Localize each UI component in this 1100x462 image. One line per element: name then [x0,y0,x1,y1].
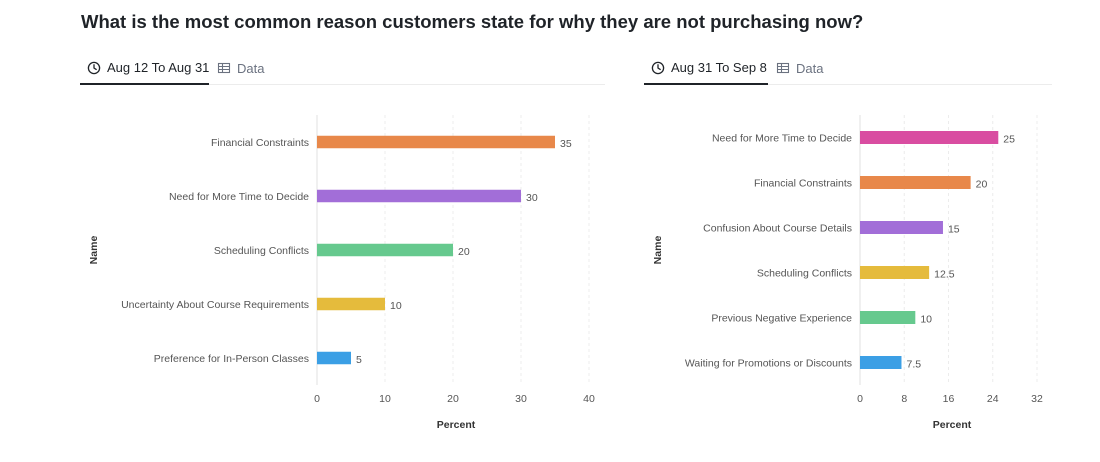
tab-label: Aug 31 To Sep 8 [671,60,767,75]
value-label: 30 [526,192,538,204]
tab-label: Aug 12 To Aug 31 [107,60,210,75]
x-tick-label: 0 [314,393,320,405]
bar[interactable] [317,297,385,311]
y-axis-title: Name [88,236,100,265]
category-label: Uncertainty About Course Requirements [121,299,309,311]
bar-chart: 0 10 20 30 40 Financial Constraints 35 Need for… [88,115,595,431]
x-tick-label: 30 [515,393,527,405]
value-label: 5 [356,354,362,366]
tab-date-range[interactable]: Aug 31 To Sep 8 [644,52,768,85]
value-label: 25 [1003,134,1015,146]
category-label: Preference for In-Person Classes [154,353,309,365]
bar[interactable] [317,189,521,203]
tab-bar: Aug 31 To Sep 8 Data [644,52,1052,85]
bar[interactable] [860,176,971,189]
category-label: Financial Constraints [211,137,309,149]
tab-date-range[interactable]: Aug 12 To Aug 31 [80,52,209,85]
page-title: What is the most common reason customers… [81,11,864,32]
category-label: Confusion About Course Details [703,223,852,235]
value-label: 20 [458,246,470,258]
bar[interactable] [860,311,916,324]
value-label: 20 [976,179,988,191]
tab-data[interactable]: Data [210,52,264,84]
bar[interactable] [317,135,555,149]
category-label: Previous Negative Experience [711,313,852,325]
x-axis-title: Percent [933,419,972,431]
bar[interactable] [860,131,999,144]
x-tick-label: 10 [379,393,391,405]
x-tick-label: 40 [583,393,595,405]
category-label: Financial Constraints [754,178,852,190]
value-label: 10 [920,314,932,326]
tab-data[interactable]: Data [769,52,823,84]
category-label: Need for More Time to Decide [712,133,852,145]
value-label: 15 [948,224,960,236]
category-label: Waiting for Promotions or Discounts [685,358,852,370]
category-label: Scheduling Conflicts [757,268,852,280]
bar[interactable] [860,266,930,279]
chart-panel-right: Aug 31 To Sep 8 Data 0 8 16 24 32 Need for Mo… [644,52,1052,462]
x-tick-label: 32 [1031,393,1043,405]
value-label: 10 [390,300,402,312]
category-label: Need for More Time to Decide [169,191,309,203]
x-axis-title: Percent [437,419,476,431]
bar-chart: 0 8 16 24 32 Need for More Time to Decide 25 Fi… [652,115,1043,431]
table-icon [217,61,231,75]
value-label: 7.5 [906,359,921,371]
category-label: Scheduling Conflicts [214,245,309,257]
x-tick-label: 16 [943,393,955,405]
x-tick-label: 0 [857,393,863,405]
tab-bar: Aug 12 To Aug 31 Data [80,52,605,85]
tab-label: Data [796,60,824,76]
y-axis-title: Name [652,236,664,265]
bar[interactable] [860,221,943,234]
clock-icon [87,61,101,75]
bar[interactable] [860,356,902,369]
table-icon [776,61,790,75]
value-label: 35 [560,138,572,150]
value-label: 12.5 [934,269,955,281]
bar[interactable] [317,243,453,257]
chart-panel-left: Aug 12 To Aug 31 Data 0 10 20 30 40 Financial… [80,52,605,462]
clock-icon [651,61,665,75]
x-tick-label: 24 [987,393,999,405]
tab-label: Data [237,60,265,76]
x-tick-label: 8 [901,393,907,405]
bar[interactable] [317,351,351,365]
x-tick-label: 20 [447,393,459,405]
